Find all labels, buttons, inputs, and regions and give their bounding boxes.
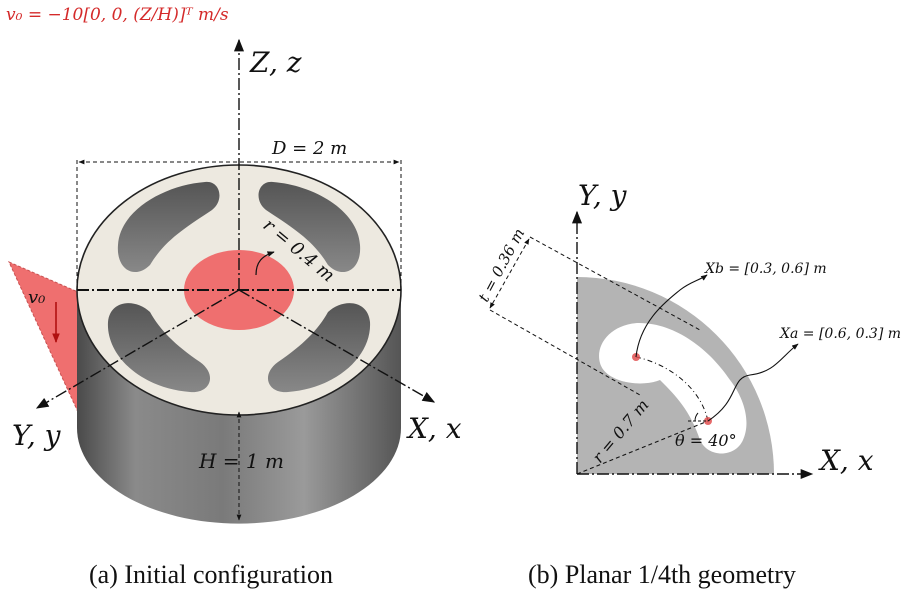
x-axis-label-right: X, x <box>818 444 874 477</box>
xb-label: Xb = [0.3, 0.6] m <box>704 261 827 277</box>
right-panel: Y, y X, x r = 0.7 m θ = 40° t = 0.36 m X… <box>475 179 901 589</box>
hole-top-right <box>258 181 361 273</box>
xa-leader <box>707 343 799 422</box>
thickness-label: t = 0.36 m <box>475 225 529 305</box>
angle-label: θ = 40° <box>675 431 737 450</box>
hole-centerline <box>635 356 709 422</box>
velocity-profile-triangle <box>7 261 79 413</box>
height-label: H = 1 m <box>198 449 284 473</box>
y-axis-label-right: Y, y <box>578 179 628 212</box>
radius-line-right <box>576 420 709 475</box>
cylinder-holes <box>107 181 371 393</box>
hole-bottom-right <box>267 303 371 393</box>
v0-label: v₀ <box>28 287 45 308</box>
thickness-ext-outer <box>529 236 701 331</box>
hole-top-left <box>117 181 220 273</box>
x-axis-label: X, x <box>406 412 462 445</box>
caption-right: (b) Planar 1/4th geometry <box>528 560 796 589</box>
xb-leader <box>635 274 708 358</box>
angle-arc <box>694 412 699 422</box>
hole-bottom-left <box>107 303 211 393</box>
left-panel: v₀ = −10[0, 0, (Z/H)]ᵀ m/s v₀ Z, z X, x … <box>6 5 462 589</box>
y-axis-label: Y, y <box>12 419 62 452</box>
z-axis-label: Z, z <box>249 46 302 79</box>
thickness-dimension-line <box>489 238 530 309</box>
thickness-ext-inner <box>489 309 641 396</box>
radius-arrow <box>255 251 275 276</box>
caption-left: (a) Initial configuration <box>89 560 333 589</box>
y-axis <box>35 289 240 409</box>
x-axis <box>238 289 436 403</box>
velocity-formula: v₀ = −10[0, 0, (Z/H)]ᵀ m/s <box>6 5 229 25</box>
xa-label: Xa = [0.6, 0.3] m <box>779 326 901 342</box>
diameter-label: D = 2 m <box>271 138 347 159</box>
